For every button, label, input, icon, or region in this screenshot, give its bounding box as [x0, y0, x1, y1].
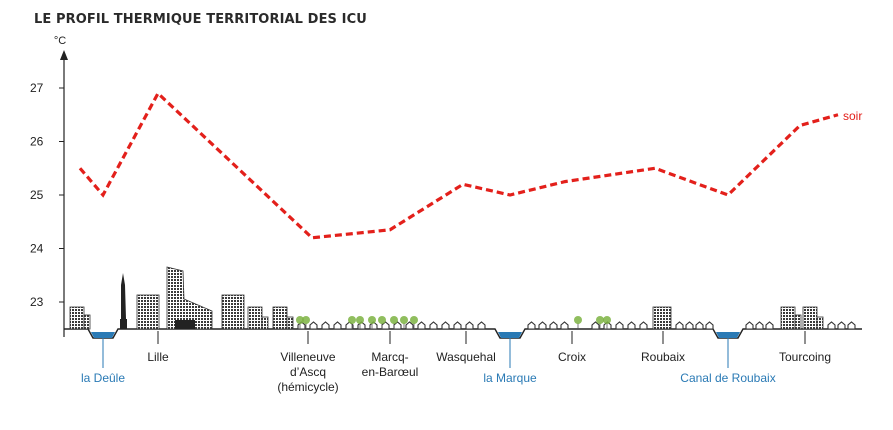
building-icon	[221, 294, 245, 330]
y-axis-arrow-icon	[60, 50, 68, 60]
water-icon	[716, 332, 740, 338]
place-label: Lille	[147, 350, 169, 364]
y-tick-label: 25	[30, 188, 44, 202]
building-icon	[175, 320, 195, 329]
waterway-label: la Deûle	[81, 371, 125, 385]
house-icon	[405, 321, 414, 330]
building-icon	[69, 306, 85, 330]
building-icon	[272, 306, 288, 330]
tree-icon	[368, 316, 376, 324]
waterway-label: la Marque	[483, 371, 537, 385]
tree-icon	[574, 316, 582, 324]
house-icon	[309, 321, 318, 330]
tree-icon	[400, 316, 408, 324]
house-icon	[837, 321, 846, 330]
y-tick-label: 23	[30, 295, 44, 309]
tree-icon	[390, 316, 398, 324]
place-label: Wasquehal	[436, 350, 496, 364]
house-icon	[549, 321, 558, 330]
y-tick-label: 24	[30, 242, 44, 256]
house-icon	[847, 321, 856, 330]
place-label: Croix	[558, 350, 586, 364]
series-line-soir	[78, 90, 839, 240]
series-label-soir: soir	[843, 109, 862, 123]
tree-icon	[348, 316, 356, 324]
house-icon	[615, 321, 624, 330]
house-icon	[321, 321, 330, 330]
skyline-illustration	[69, 266, 856, 330]
house-icon	[560, 321, 569, 330]
tree-icon	[410, 316, 418, 324]
tree-icon	[302, 316, 310, 324]
building-icon	[83, 314, 91, 330]
tree-icon	[356, 316, 364, 324]
belfry-icon	[120, 273, 127, 329]
house-icon	[441, 321, 450, 330]
house-icon	[465, 321, 474, 330]
house-icon	[453, 321, 462, 330]
ground-line	[64, 328, 862, 339]
house-icon	[429, 321, 438, 330]
house-icon	[827, 321, 836, 330]
house-icon	[745, 321, 754, 330]
house-icon	[417, 321, 426, 330]
tree-icon	[378, 316, 386, 324]
house-icon	[765, 321, 774, 330]
building-icon	[794, 314, 802, 330]
place-label: Tourcoing	[779, 350, 831, 364]
building-icon	[247, 306, 263, 330]
chart-title: LE PROFIL THERMIQUE TERRITORIAL DES ICU	[34, 12, 367, 27]
building-icon	[261, 316, 269, 330]
house-icon	[538, 321, 547, 330]
building-icon	[802, 306, 818, 330]
house-icon	[627, 321, 636, 330]
waterway-label: Canal de Roubaix	[680, 371, 775, 385]
y-tick-label: 26	[30, 135, 44, 149]
water-icon	[91, 332, 115, 338]
building-icon	[780, 306, 796, 330]
building-icon	[816, 316, 824, 330]
lille-tower-icon	[166, 266, 213, 330]
tree-icon	[603, 316, 611, 324]
house-icon	[705, 321, 714, 330]
house-icon	[695, 321, 704, 330]
house-icon	[685, 321, 694, 330]
place-label: Villeneuve d’Ascq (hémicycle)	[277, 350, 338, 394]
water-icon	[498, 332, 522, 338]
building-icon	[286, 316, 294, 330]
y-tick-label: 27	[30, 81, 44, 95]
tree-icon	[596, 316, 604, 324]
tree-icon	[296, 316, 304, 324]
house-icon	[527, 321, 536, 330]
house-icon	[477, 321, 486, 330]
building-icon	[136, 294, 160, 330]
house-icon	[333, 321, 342, 330]
house-icon	[755, 321, 764, 330]
building-icon	[652, 306, 672, 330]
y-axis-unit: °C	[54, 35, 66, 47]
house-icon	[591, 321, 600, 330]
place-label: Marcq-en-Barœul	[362, 350, 419, 379]
house-icon	[675, 321, 684, 330]
house-icon	[639, 321, 648, 330]
place-label: Roubaix	[641, 350, 685, 364]
